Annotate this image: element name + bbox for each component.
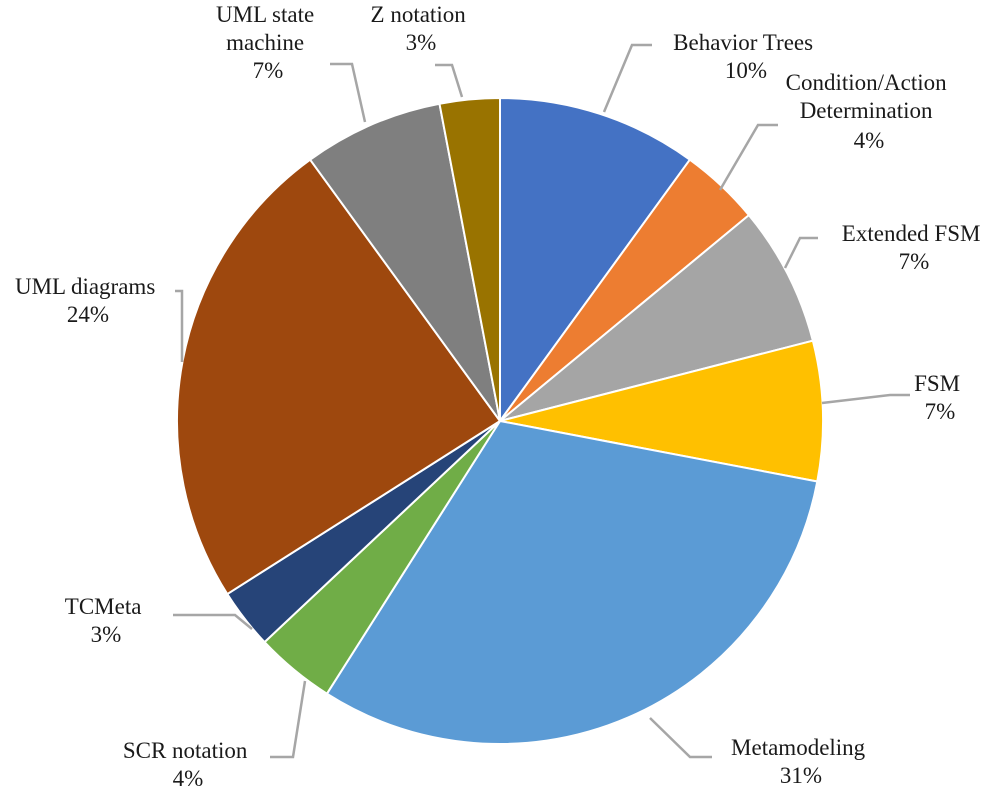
label-uml-state-machine: UML state machine 7%: [216, 2, 320, 83]
leader-line-uml-diagrams: [175, 289, 184, 362]
leader-line-condition-action: [718, 123, 778, 191]
leader-line-extended-fsm: [783, 236, 818, 269]
label-extended-fsm: Extended FSM 7%: [842, 221, 986, 274]
pie-slice-fsm: [499, 339, 824, 483]
label-condition-action-line2: Determination: [800, 98, 933, 123]
pie-slice-uml-state-machine: [309, 102, 501, 422]
pie-slice-z-notation: [438, 97, 501, 422]
slice-labels: Behavior Trees 10% Condition/Action Dete…: [15, 2, 986, 791]
pie-slice-behavior-trees: [499, 97, 691, 422]
label-metamodeling: Metamodeling 31%: [731, 735, 871, 788]
label-z-notation: Z notation 3%: [371, 2, 472, 55]
leader-line-tcmeta: [173, 613, 253, 630]
leader-line-scr-notation: [270, 680, 307, 759]
label-behavior-trees: Behavior Trees 10%: [673, 30, 819, 83]
pie-slice-extended-fsm: [499, 214, 814, 422]
label-tcmeta: TCMeta 3%: [65, 594, 147, 647]
leader-line-metamodeling: [649, 717, 712, 759]
label-condition-action-line1: Condition/Action: [786, 70, 948, 95]
label-condition-action: Condition/Action Determination 4%: [786, 70, 953, 153]
label-fsm: FSM 7%: [914, 371, 966, 424]
leader-lines: [173, 43, 910, 759]
leader-line-behavior-trees: [602, 43, 652, 113]
leader-line-uml-state-machine: [330, 62, 367, 123]
pie-slices: [176, 97, 824, 745]
label-uml-diagrams: UML diagrams 24%: [15, 274, 161, 327]
label-scr-notation: SCR notation 4%: [123, 738, 253, 791]
leader-line-fsm: [821, 393, 910, 405]
label-uml-state-machine-line2: machine: [226, 30, 304, 55]
leader-line-z-notation: [435, 63, 464, 98]
label-uml-state-machine-line1: UML state: [216, 2, 314, 27]
